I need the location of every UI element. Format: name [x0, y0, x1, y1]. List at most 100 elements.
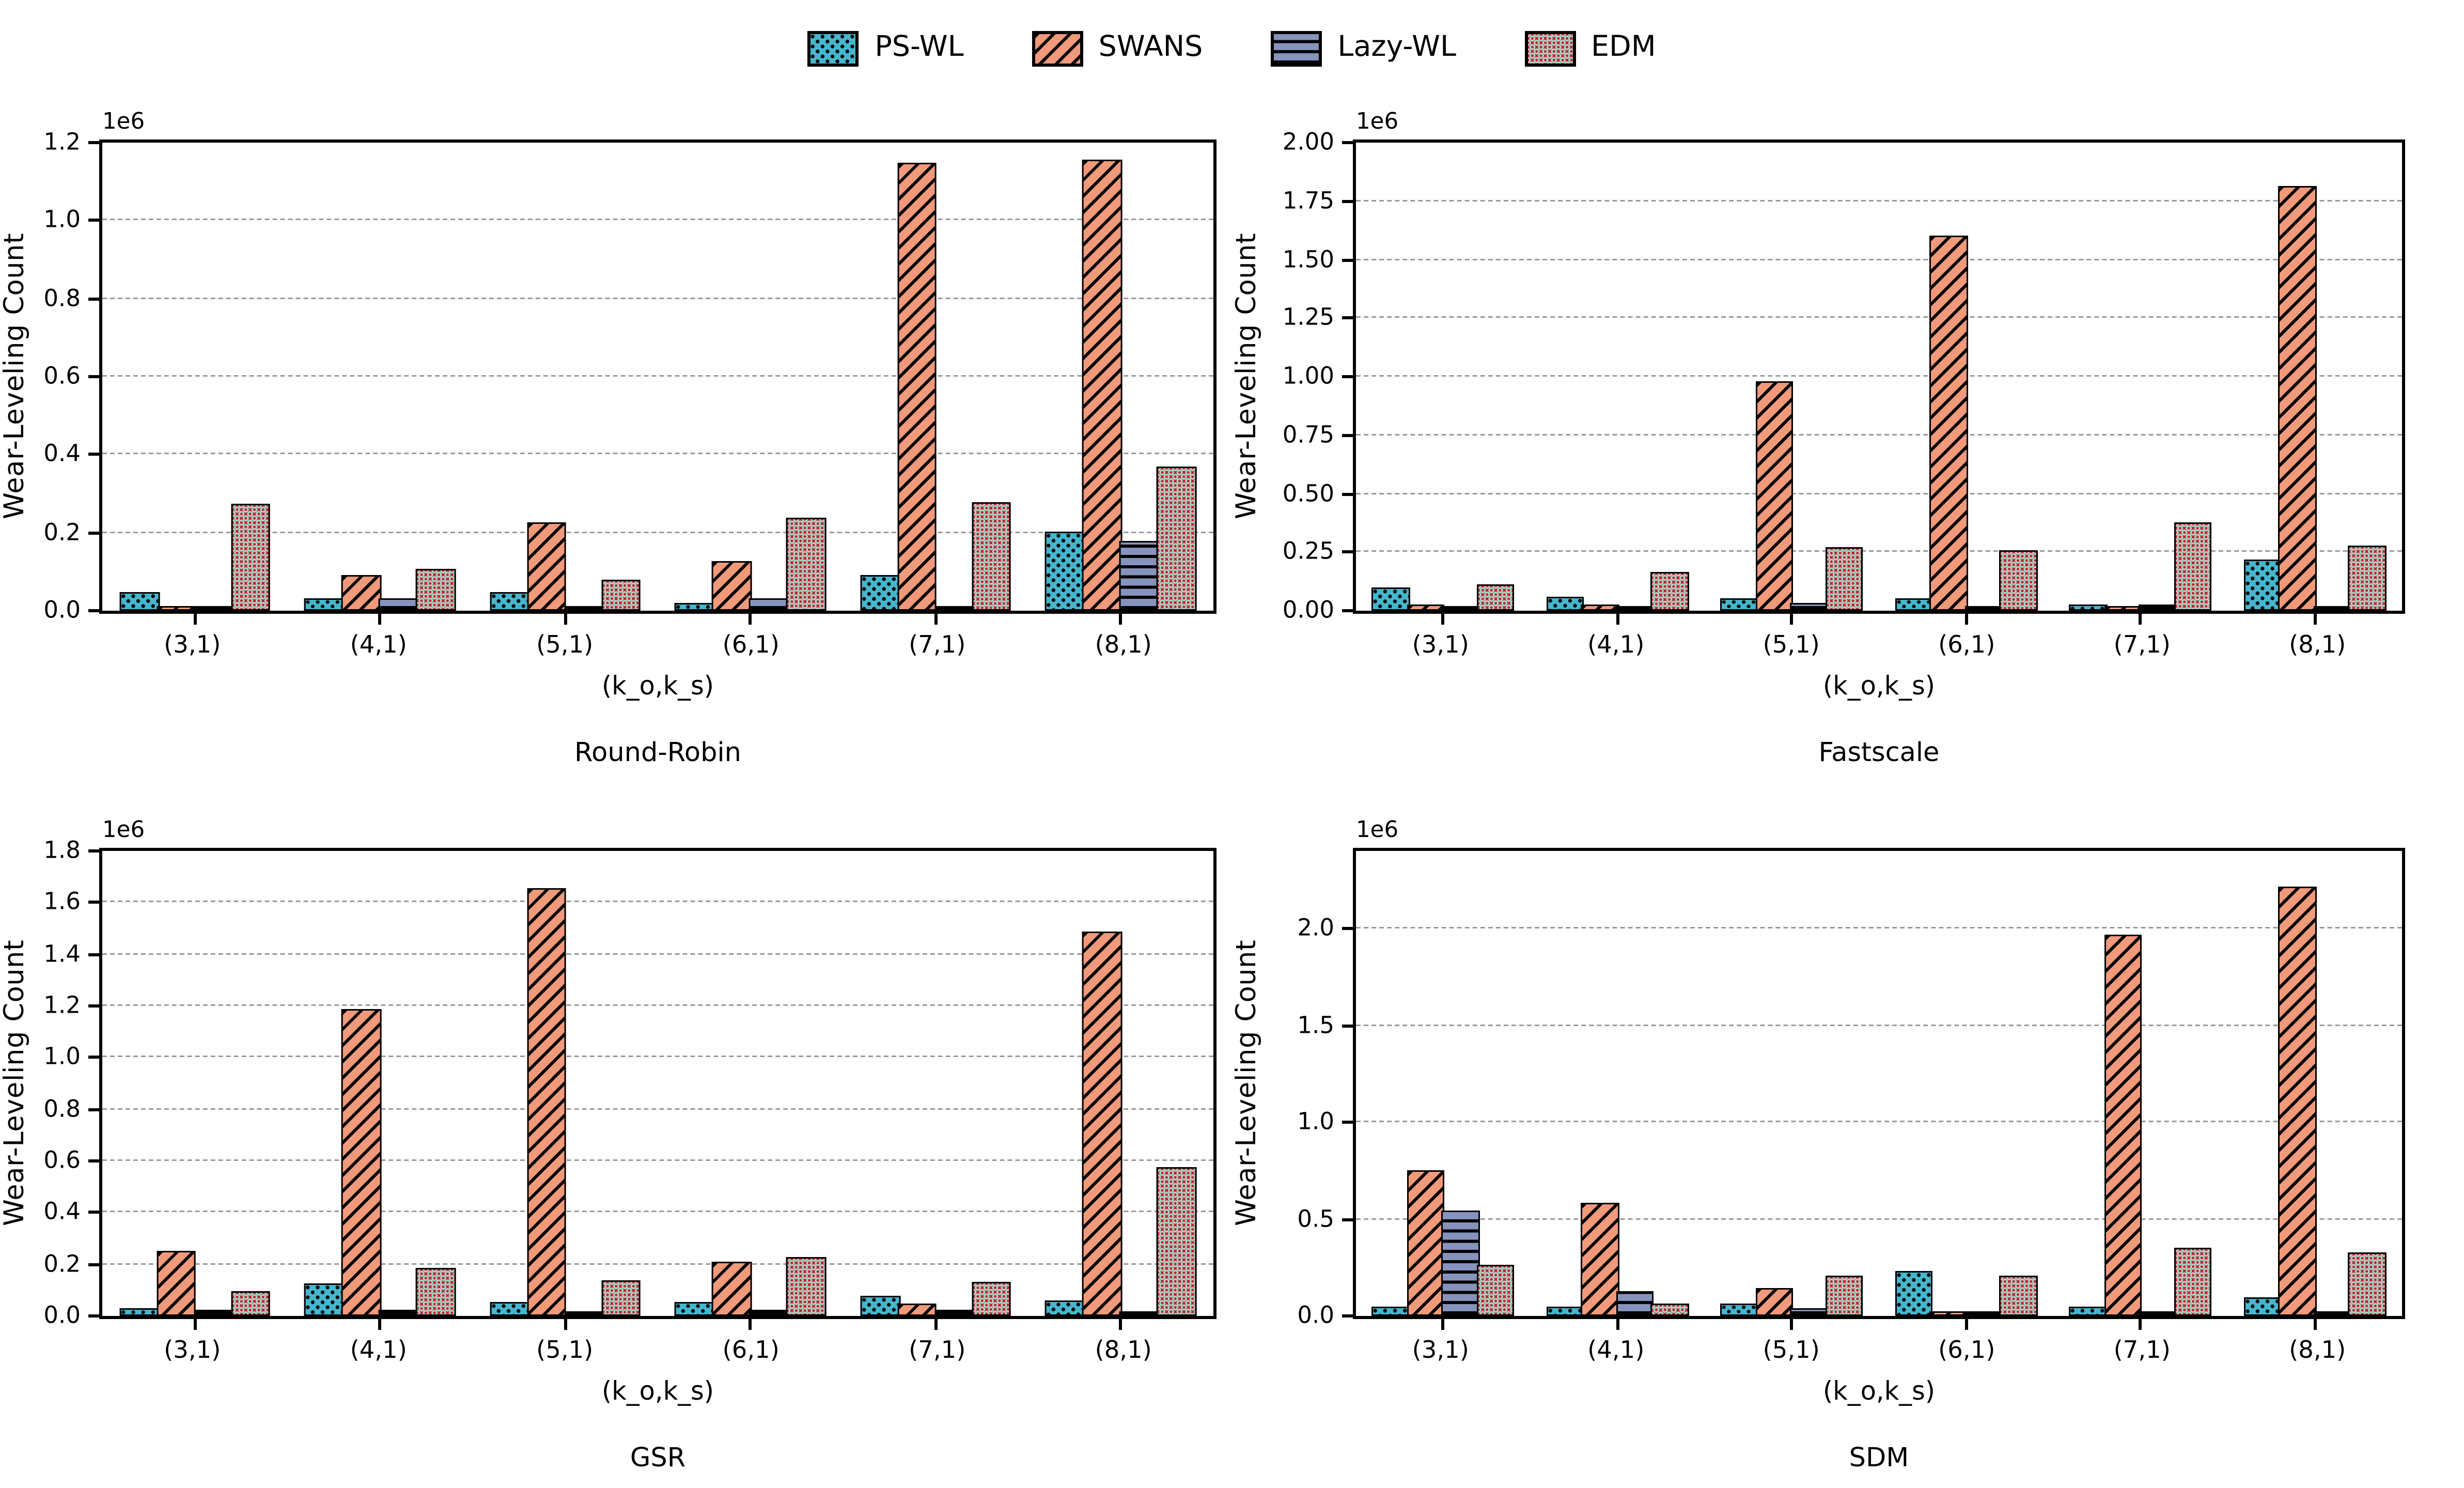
subplot-grid: Wear-Leveling Count 1e6 0.0 0.2 0.4 0.6 0.8 1.0… [0, 87, 2464, 1474]
x-tick-label: (6,1) [722, 631, 779, 659]
bar-lazy-wl-(4,1) [379, 598, 419, 611]
x-tick-label: (7,1) [909, 1336, 966, 1364]
gridline [102, 297, 1213, 299]
bar-ps-wl-(5,1) [1721, 1303, 1758, 1316]
y-tick-label: 0.6 [43, 362, 81, 390]
y-tick-label: 1.0 [43, 1043, 81, 1071]
x-tick-label: (3,1) [164, 1336, 221, 1364]
gridline [1356, 1217, 2402, 1219]
bar-lazy-wl-(8,1) [1119, 1311, 1160, 1316]
bar-edm-(4,1) [415, 1267, 456, 1316]
bar-swans-(3,1) [157, 1251, 196, 1316]
x-tick-labels: (3,1) (4,1) (5,1) (6,1) (7,1) (8,1) [99, 631, 1217, 659]
bar-lazy-wl-(5,1) [1790, 602, 1828, 611]
x-tick-mark [934, 614, 938, 625]
x-tick-label: (7,1) [2113, 631, 2171, 659]
bar-group-(6,1) [675, 143, 826, 611]
subplot-title: GSR [630, 1443, 686, 1474]
bar-lazy-wl-(7,1) [934, 606, 974, 611]
bar-group-(3,1) [1372, 143, 1515, 611]
gridline [1356, 433, 2402, 436]
y-tick-mark [88, 1108, 99, 1111]
bar-lazy-wl-(8,1) [2313, 605, 2351, 611]
diagonal-swatch [1032, 30, 1083, 66]
y-tick-label: 0.25 [1282, 537, 1334, 566]
y-tick-mark [1342, 375, 1353, 378]
bar-edm-(8,1) [2348, 1252, 2386, 1316]
x-tick-label: (6,1) [722, 1336, 779, 1364]
bar-ps-wl-(3,1) [1372, 587, 1410, 611]
x-tick-mark [748, 1319, 752, 1330]
subplot-title: Fastscale [1818, 738, 1940, 769]
y-tick-mark [88, 901, 99, 905]
bar-group-(4,1) [304, 851, 456, 1316]
x-tick-mark [2139, 614, 2142, 625]
legend: PS-WL SWANS Lazy-WL EDM [0, 0, 2464, 87]
y-axis-title: Wear-Leveling Count [0, 940, 31, 1227]
y-tick-label: 0.0 [1297, 1301, 1334, 1329]
bar-group-(7,1) [860, 143, 1011, 611]
bar-lazy-wl-(3,1) [1442, 1210, 1479, 1316]
y-tick-label: 0.2 [43, 1249, 81, 1278]
hlines-swatch [1271, 30, 1322, 66]
bar-ps-wl-(3,1) [119, 592, 160, 611]
y-tick-mark [1342, 550, 1353, 554]
bar-group-(8,1) [1045, 143, 1196, 611]
x-tick-mark [1616, 614, 1619, 625]
x-tick-labels: (3,1) (4,1) (5,1) (6,1) (7,1) (8,1) [99, 1336, 1217, 1364]
gridline [102, 1263, 1213, 1265]
y-tick-mark [1342, 492, 1353, 495]
bar-group-(5,1) [1721, 851, 1863, 1316]
x-tick-mark [1119, 1319, 1122, 1330]
bar-group-(4,1) [1546, 143, 1689, 611]
y-tick-mark [88, 1211, 99, 1215]
bar-ps-wl-(3,1) [119, 1308, 160, 1316]
x-tick-label: (4,1) [350, 631, 407, 659]
bar-ps-wl-(8,1) [1045, 531, 1085, 611]
gridline [102, 901, 1213, 903]
bar-ps-wl-(6,1) [1895, 598, 1933, 611]
bar-edm-(3,1) [230, 1291, 271, 1316]
bar-swans-(5,1) [1755, 381, 1794, 611]
bar-swans-(5,1) [527, 521, 567, 611]
y-tick-label: 1.6 [43, 888, 81, 916]
x-tick-mark [1441, 614, 1445, 625]
bar-lazy-wl-(6,1) [1964, 1312, 2003, 1316]
gridline [1356, 550, 2402, 552]
dotted-swatch [808, 30, 860, 66]
y-tick-mark [88, 1004, 99, 1008]
y-tick-mark [1342, 433, 1353, 437]
bar-group-(5,1) [1721, 143, 1863, 611]
y-tick-mark [88, 453, 99, 457]
bar-swans-(6,1) [1930, 235, 1968, 611]
x-tick-label: (6,1) [1938, 1336, 1995, 1364]
bar-edm-(4,1) [1651, 571, 1689, 611]
y-tick-mark [88, 531, 99, 535]
y-tick-mark [88, 953, 99, 956]
bar-lazy-wl-(7,1) [934, 1310, 974, 1316]
x-tick-mark [193, 614, 197, 625]
bar-group-(8,1) [2243, 143, 2386, 611]
bar-group-(6,1) [1895, 851, 2037, 1316]
bar-edm-(7,1) [2174, 522, 2212, 611]
bar-edm-(5,1) [1825, 547, 1863, 611]
subplot-sdm: Wear-Leveling Count 1e6 0.0 0.5 1.0 1.5 2.0 (3,… [1232, 800, 2464, 1474]
legend-label: PS-WL [875, 30, 964, 64]
x-tick-label: (7,1) [909, 631, 966, 659]
bar-group-(5,1) [490, 143, 641, 611]
bar-ps-wl-(7,1) [860, 574, 900, 611]
gridline [102, 953, 1213, 955]
y-tick-label: 0.50 [1282, 479, 1334, 507]
bar-lazy-wl-(6,1) [1964, 605, 2003, 611]
bar-swans-(7,1) [897, 163, 937, 611]
gridline [102, 375, 1213, 377]
bar-ps-wl-(5,1) [490, 1301, 530, 1316]
bar-group-(7,1) [860, 851, 1011, 1316]
x-tick-label: (5,1) [536, 631, 594, 659]
x-tick-label: (8,1) [2289, 1336, 2346, 1364]
y-tick-label: 1.5 [1297, 1011, 1334, 1038]
bar-swans-(4,1) [1581, 1202, 1619, 1316]
y-tick-label: 2.0 [1297, 913, 1334, 942]
plot-area: 1e6 0.0 0.2 0.4 0.6 0.8 1.0 1.2 [43, 110, 1217, 625]
y-tick-label: 0.8 [43, 1094, 81, 1123]
